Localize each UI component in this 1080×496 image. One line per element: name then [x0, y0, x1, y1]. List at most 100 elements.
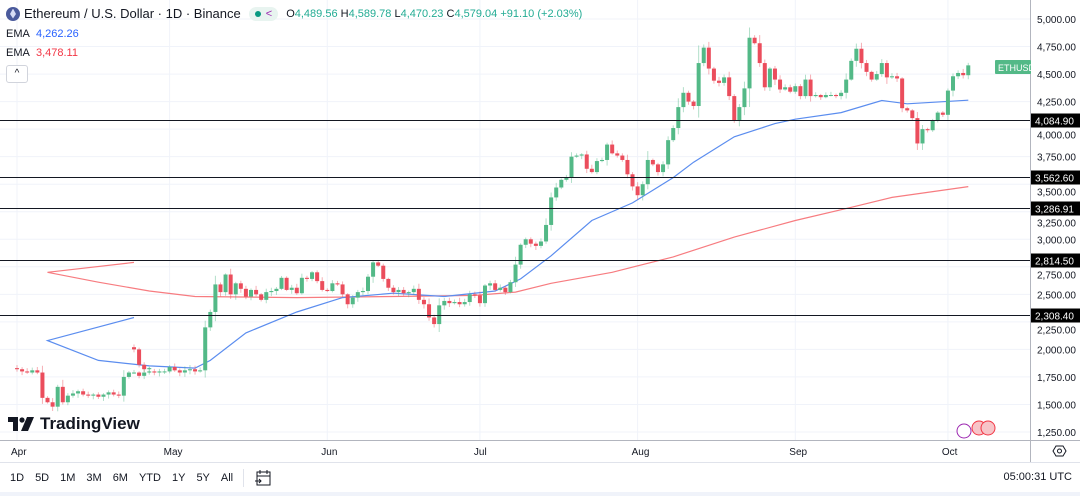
- candle: [30, 367, 35, 375]
- indicator-label: EMA: [6, 47, 30, 59]
- candle-body: [126, 372, 131, 377]
- candle: [762, 59, 767, 91]
- candle: [579, 153, 584, 160]
- range-5y[interactable]: 5Y: [196, 472, 210, 484]
- range-ytd[interactable]: YTD: [138, 472, 161, 484]
- candle-body: [956, 72, 961, 77]
- candle: [483, 284, 488, 307]
- candle: [818, 93, 823, 100]
- candle: [81, 388, 86, 397]
- range-3m[interactable]: 3M: [86, 472, 102, 484]
- candle: [808, 74, 813, 102]
- price-tick-label: 2,000.00: [1037, 345, 1076, 356]
- time-tick-label: May: [164, 447, 183, 458]
- range-6m[interactable]: 6M: [112, 472, 128, 484]
- candle: [798, 84, 803, 100]
- ema-slow-legend[interactable]: EMA 3,478.11: [6, 47, 78, 59]
- price-chart[interactable]: 4,084.90 3,562.60 3,286.91 2,814.50 2,308.40…: [0, 0, 1080, 462]
- candle: [772, 65, 777, 85]
- candle: [498, 284, 503, 292]
- candle: [360, 287, 365, 296]
- candle-body: [416, 288, 421, 300]
- horizontal-levels[interactable]: 4,084.90 3,562.60 3,286.91 2,814.50 2,308.40: [0, 113, 1080, 323]
- price-axis[interactable]: 5,000.00 4,750.00 4,500.00 4,250.00 4,000.00…: [995, 15, 1076, 439]
- candle: [600, 157, 605, 163]
- candle-body: [930, 120, 935, 131]
- candle-body: [116, 394, 121, 396]
- time-axis[interactable]: Apr May Jun Jul Aug Sep Oct: [11, 420, 1067, 458]
- candle: [193, 365, 198, 375]
- calendar-goto-icon[interactable]: [254, 470, 272, 486]
- candle-body: [655, 164, 660, 173]
- candle: [518, 243, 523, 269]
- candle-body: [432, 317, 437, 325]
- candle-body: [513, 264, 518, 283]
- candle: [686, 90, 691, 105]
- candle: [310, 270, 315, 282]
- price-tick-label: 1,750.00: [1037, 373, 1076, 384]
- candle: [411, 285, 416, 295]
- candle-body: [299, 277, 304, 294]
- candle-body: [910, 110, 915, 119]
- level-price-label: 2,814.50: [1035, 257, 1074, 268]
- candle-body: [137, 349, 142, 365]
- candle: [228, 268, 233, 299]
- candle: [304, 275, 309, 282]
- candle: [706, 41, 711, 75]
- candle: [625, 154, 630, 179]
- candle-body: [961, 72, 966, 76]
- candle-body: [203, 327, 208, 371]
- candle: [767, 67, 772, 92]
- indicator-value: 4,262.26: [35, 28, 79, 40]
- candle-body: [381, 265, 386, 279]
- symbol-title[interactable]: Ethereum / U.S. Dollar · 1D · Binance: [24, 6, 241, 21]
- candle: [951, 73, 956, 97]
- price-tick-label: 2,250.00: [1037, 326, 1076, 337]
- candle: [910, 109, 915, 121]
- candle-body: [635, 186, 640, 196]
- candle: [20, 367, 25, 376]
- candle-body: [55, 386, 60, 407]
- candle: [381, 263, 386, 282]
- range-1d[interactable]: 1D: [10, 472, 25, 484]
- candle-body: [920, 129, 925, 144]
- tradingview-logo[interactable]: TradingView: [8, 414, 140, 434]
- candle-body: [320, 281, 325, 290]
- range-1y[interactable]: 1Y: [171, 472, 186, 484]
- candle: [671, 125, 676, 143]
- share-icon[interactable]: <: [265, 7, 273, 20]
- candle-body: [508, 282, 513, 293]
- candle: [366, 274, 371, 295]
- candle: [259, 293, 264, 302]
- candle: [238, 280, 243, 293]
- candle: [274, 286, 279, 295]
- candle-body: [834, 94, 839, 97]
- candle-body: [966, 65, 971, 76]
- candle: [198, 367, 203, 373]
- candle: [289, 284, 294, 294]
- clock[interactable]: 05:00:31 UTC: [1003, 471, 1072, 483]
- settings-icon[interactable]: [1052, 445, 1067, 457]
- ema-fast-legend[interactable]: EMA 4,262.26: [6, 28, 79, 40]
- us-flag-event-icon[interactable]: [980, 420, 996, 436]
- candle-body: [554, 187, 559, 198]
- candle: [254, 285, 259, 297]
- candle: [162, 368, 167, 374]
- candle-body: [269, 291, 274, 293]
- collapse-legend-button[interactable]: ^: [6, 65, 28, 83]
- event-icons[interactable]: [956, 420, 996, 439]
- candle-body: [30, 370, 35, 373]
- candle: [233, 281, 238, 300]
- range-5d[interactable]: 5D: [35, 472, 50, 484]
- candle-body: [859, 48, 864, 64]
- candle-body: [533, 243, 538, 246]
- range-1m[interactable]: 1M: [60, 472, 76, 484]
- status-pill[interactable]: <: [248, 6, 279, 21]
- dividends-lightning-icon[interactable]: [956, 423, 972, 439]
- range-all[interactable]: All: [220, 472, 234, 484]
- high-label: H: [340, 7, 349, 20]
- ema-fast-path: [45, 99, 969, 369]
- candle: [757, 35, 762, 67]
- divider: [243, 469, 245, 487]
- candle: [589, 164, 594, 174]
